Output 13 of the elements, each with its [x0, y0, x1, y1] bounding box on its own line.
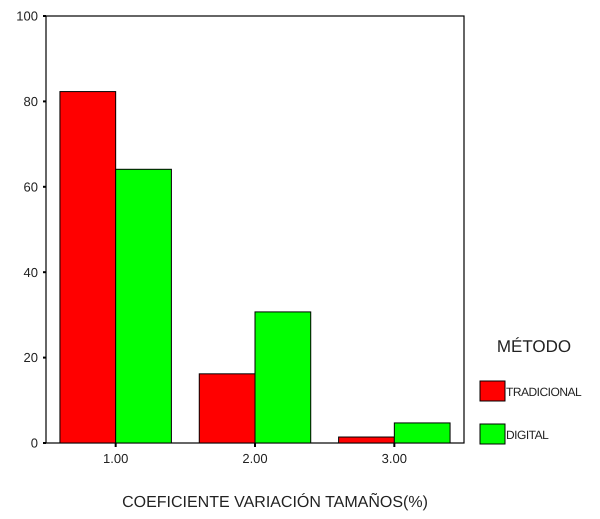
x-axis-title: COEFICIENTE VARIACIÓN TAMAÑOS(%): [122, 492, 428, 511]
y-tick-label: 60: [24, 179, 38, 194]
y-tick-label: 0: [30, 436, 38, 451]
y-tick-label: 20: [24, 350, 38, 366]
y-tick-label: 40: [24, 264, 38, 280]
legend-label: TRADICIONAL: [506, 385, 582, 399]
legend-label: DIGITAL: [506, 428, 550, 442]
y-tick-label: 100: [16, 8, 38, 24]
x-tick-label: 3.00: [382, 451, 407, 466]
x-tick-label: 2.00: [242, 451, 268, 466]
legend-title: MÉTODO: [496, 337, 572, 356]
y-tick-label: 80: [24, 94, 38, 109]
x-tick-label: 1.00: [103, 451, 128, 466]
